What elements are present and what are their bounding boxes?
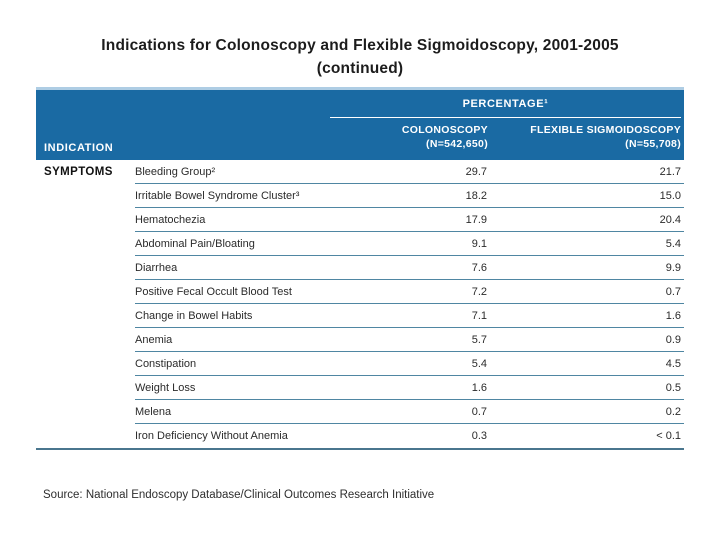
table-row: Melena 0.7 0.2 [36, 400, 684, 424]
flexible-sigmoidoscopy-value: 0.9 [665, 333, 681, 346]
table-row: Change in Bowel Habits 7.1 1.6 [36, 304, 684, 328]
flexible-sigmoidoscopy-value: < 0.1 [656, 430, 681, 442]
table-body: SYMPTOMS Bleeding Group² 29.7 21.7 Irrit… [36, 160, 684, 450]
row-label: Positive Fecal Occult Blood Test [135, 285, 292, 298]
colonoscopy-value: 18.2 [465, 189, 487, 202]
flexible-sigmoidoscopy-column-header: FLEXIBLE SIGMOIDOSCOPY (N=55,708) [530, 123, 681, 151]
flexible-sigmoidoscopy-value: 0.7 [665, 285, 681, 298]
row-label: Abdominal Pain/Bloating [135, 237, 255, 250]
slide-title: Indications for Colonoscopy and Flexible… [0, 34, 720, 80]
colonoscopy-value: 7.2 [471, 285, 487, 298]
table-row: SYMPTOMS Bleeding Group² 29.7 21.7 [36, 160, 684, 184]
flexible-sigmoidoscopy-column-n: (N=55,708) [625, 138, 681, 150]
flexible-sigmoidoscopy-value: 20.4 [659, 213, 681, 226]
row-label: Constipation [135, 357, 197, 370]
colonoscopy-value: 5.7 [471, 333, 487, 346]
table-row: Weight Loss 1.6 0.5 [36, 376, 684, 400]
row-label: Irritable Bowel Syndrome Cluster³ [135, 189, 300, 202]
colonoscopy-value: 17.9 [465, 213, 487, 226]
table-row: Irritable Bowel Syndrome Cluster³ 18.2 1… [36, 184, 684, 208]
percentage-group-header: PERCENTAGE¹ [462, 98, 549, 110]
colonoscopy-value: 29.7 [465, 165, 487, 178]
table-row: Abdominal Pain/Bloating 9.1 5.4 [36, 232, 684, 256]
table-row: Constipation 5.4 4.5 [36, 352, 684, 376]
symptoms-category-label: SYMPTOMS [44, 166, 113, 178]
colonoscopy-value: 0.3 [471, 430, 487, 442]
table-row: Diarrhea 7.6 9.9 [36, 256, 684, 280]
flexible-sigmoidoscopy-value: 0.2 [665, 405, 681, 418]
flexible-sigmoidoscopy-value: 0.5 [665, 381, 681, 394]
colonoscopy-value: 7.1 [471, 309, 487, 322]
table-row: Hematochezia 17.9 20.4 [36, 208, 684, 232]
colonoscopy-value: 7.6 [471, 261, 487, 274]
row-label: Melena [135, 405, 172, 418]
colonoscopy-value: 5.4 [471, 357, 487, 370]
indication-header: INDICATION [44, 142, 114, 154]
table-row: Anemia 5.7 0.9 [36, 328, 684, 352]
colonoscopy-value: 9.1 [471, 237, 487, 250]
percentage-underline [330, 117, 681, 118]
table-header: PERCENTAGE¹ COLONOSCOPY (N=542,650) FLEX… [36, 87, 684, 160]
flexible-sigmoidoscopy-value: 5.4 [665, 237, 681, 250]
row-label: Weight Loss [135, 381, 196, 394]
row-label: Bleeding Group² [135, 165, 216, 178]
flexible-sigmoidoscopy-value: 1.6 [665, 309, 681, 322]
colonoscopy-value: 0.7 [471, 405, 487, 418]
slide-title-line-1: Indications for Colonoscopy and Flexible… [101, 37, 619, 54]
indications-table: PERCENTAGE¹ COLONOSCOPY (N=542,650) FLEX… [36, 87, 684, 450]
slide-title-line-2: (continued) [316, 60, 404, 77]
row-label: Change in Bowel Habits [135, 309, 253, 322]
colonoscopy-column-label: COLONOSCOPY [401, 124, 488, 136]
row-label: Anemia [135, 333, 173, 346]
flexible-sigmoidoscopy-value: 4.5 [665, 357, 681, 370]
source-note: Source: National Endoscopy Database/Clin… [43, 489, 435, 501]
colonoscopy-column-n: (N=542,650) [426, 138, 488, 150]
table-row: Iron Deficiency Without Anemia 0.3 < 0.1 [36, 424, 684, 448]
row-label: Hematochezia [135, 213, 206, 226]
row-label: Iron Deficiency Without Anemia [135, 430, 288, 442]
flexible-sigmoidoscopy-value: 9.9 [665, 261, 681, 274]
flexible-sigmoidoscopy-column-label: FLEXIBLE SIGMOIDOSCOPY [530, 124, 681, 136]
table-row: Positive Fecal Occult Blood Test 7.2 0.7 [36, 280, 684, 304]
row-label: Diarrhea [135, 261, 178, 274]
colonoscopy-column-header: COLONOSCOPY (N=542,650) [402, 123, 488, 151]
flexible-sigmoidoscopy-value: 21.7 [659, 165, 681, 178]
flexible-sigmoidoscopy-value: 15.0 [659, 189, 681, 202]
colonoscopy-value: 1.6 [471, 381, 487, 394]
